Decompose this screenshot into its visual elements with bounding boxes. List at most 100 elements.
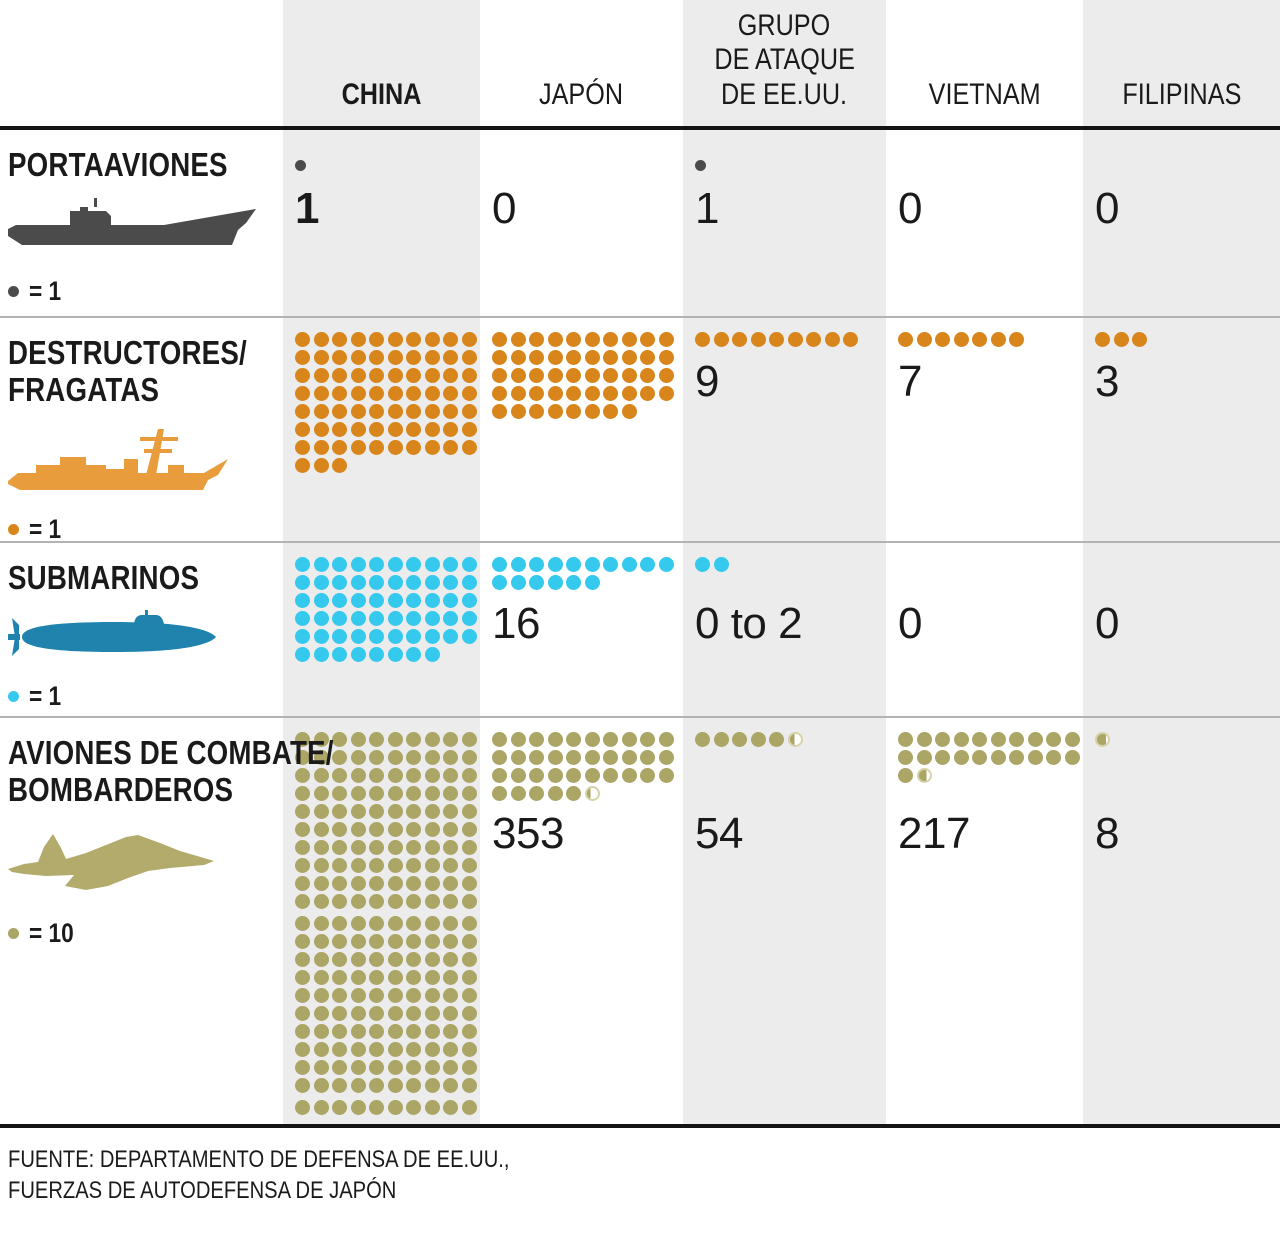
unit-dot [424,404,440,419]
unit-dot [406,593,421,608]
column-header-eeuu: GRUPO DE ATAQUE DE EE.UU. [683,9,886,127]
unit-dot [313,804,329,819]
dot-row [295,750,480,765]
unit-dot [424,440,440,455]
unit-dot [332,786,347,801]
unit-dot [332,876,347,891]
dot-row [492,786,683,801]
unit-dot [332,1100,347,1115]
unit-dot [406,350,421,365]
unit-dot [350,593,366,608]
header-text: FILIPINAS [1121,77,1242,111]
partial-unit-dot [584,786,600,801]
unit-dot [369,876,384,891]
unit-dot [406,440,421,455]
unit-dot [461,593,477,608]
unit-dot [461,732,477,747]
unit-dot [369,970,384,985]
unit-dot [621,768,637,783]
header-line: JAPÓN [480,78,683,113]
unit-dot [387,404,403,419]
unit-dot [313,611,329,626]
row-destructores: DESTRUCTORES/FRAGATAS = 1 9 7 3 [0,318,1280,545]
unit-dot [424,876,440,891]
unit-dot [529,404,544,419]
dot-row [492,732,683,747]
unit-dot [443,840,458,855]
cell-aviones-vietnam: 217 [886,718,1083,1124]
unit-dot [658,332,674,347]
unit-dot [972,750,987,765]
unit-dot [529,768,544,783]
cell-aviones-japon: 353 [480,718,683,1124]
unit-dot [603,557,618,572]
unit-dot [547,750,563,765]
unit-dot [566,768,581,783]
header-line: DE ATAQUE [683,43,886,78]
unit-dot [640,768,655,783]
unit-dot [510,557,526,572]
unit-dot [313,988,329,1003]
unit-dot [461,1100,477,1115]
dot-row [295,970,480,985]
dot-row [295,575,480,590]
unit-dot [406,1006,421,1021]
dot-row [898,732,1083,747]
unit-dot [461,350,477,365]
unit-dot [406,840,421,855]
cell-submarinos-japon: 16 [480,543,683,716]
unit-dot [443,1100,458,1115]
row-label-portaaviones: PORTAAVIONES = 1 [0,130,283,316]
unit-dot [547,350,563,365]
unit-dot [461,332,477,347]
unit-dot [424,593,440,608]
unit-dot [387,629,403,644]
unit-dot [332,934,347,949]
dot-row [295,557,480,572]
unit-dot [461,894,477,909]
dot-grid [295,332,480,473]
unit-dot [295,386,310,401]
unit-dot [387,916,403,931]
unit-dot [332,750,347,765]
dot-row [295,1078,480,1093]
legend-label: = 1 [29,681,62,712]
cell-aviones-eeuu: 54 [683,718,886,1124]
unit-dot [295,422,310,437]
unit-dot [640,350,655,365]
unit-dot [621,332,637,347]
unit-dot [387,822,403,837]
unit-dot [332,575,347,590]
unit-dot [350,876,366,891]
unit-dot [461,822,477,837]
unit-dot [1095,332,1110,347]
unit-dot [369,575,384,590]
row-legend: = 1 [8,514,277,545]
unit-dot [387,332,403,347]
unit-dot [387,1078,403,1093]
unit-dot [584,368,600,383]
unit-dot [990,732,1006,747]
header-text: VIETNAM [928,77,1041,111]
unit-dot [369,768,384,783]
cell-aviones-filipinas: 8 [1083,718,1280,1124]
unit-dot [295,1006,310,1021]
unit-dot [461,858,477,873]
unit-dot [313,858,329,873]
dot-grid [898,732,1083,811]
cell-submarinos-vietnam: 0 [886,543,1083,716]
dot-row [492,768,683,783]
unit-dot [313,368,329,383]
unit-dot [1064,750,1080,765]
unit-dot [295,916,310,931]
unit-dot [658,386,674,401]
unit-dot [898,332,913,347]
unit-dot [295,858,310,873]
unit-dot [332,1024,347,1039]
unit-dot [443,732,458,747]
unit-dot [387,440,403,455]
unit-dot [461,575,477,590]
unit-dot [529,557,544,572]
unit-dot [295,840,310,855]
dot-grid [492,332,683,419]
